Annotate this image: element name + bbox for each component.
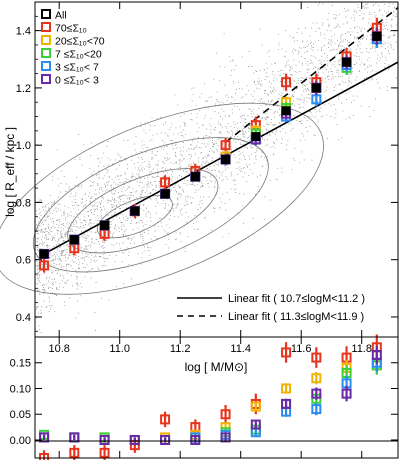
x-tick-label: 10.8: [48, 343, 69, 355]
data-point-all: [39, 249, 49, 259]
data-point: [281, 77, 292, 88]
x-tick-label: 11.6: [291, 343, 312, 355]
x-tick-label: 11.2: [170, 343, 191, 355]
data-point-all: [342, 57, 352, 67]
data-point-all: [281, 106, 291, 116]
y-tick-label: 0.4: [16, 312, 31, 324]
data-point: [371, 350, 382, 361]
legend-label: All: [55, 10, 67, 22]
legend-label: 70≤Σ₁₀: [55, 23, 87, 35]
legend-swatch: [41, 48, 51, 58]
legend-label: 0 ≤Σ₁₀< 3: [55, 75, 99, 87]
data-point-all: [69, 235, 79, 245]
data-point: [39, 260, 50, 271]
data-point: [160, 414, 171, 425]
legend-swatch: [41, 61, 51, 71]
y-axis-label: log [ R_eff / kpc ]: [3, 127, 17, 217]
data-point: [281, 383, 292, 394]
legend-label: 7 ≤Σ₁₀<20: [55, 49, 102, 61]
data-point: [99, 434, 110, 445]
bottom-panel: 10.8 11.0 11.2 11.4 11.6 11.8 0.00 0.05 0.10 0.15…: [10, 334, 399, 460]
fit-legend-label: Linear fit ( 11.3≤logM<11.9 ): [228, 311, 364, 323]
data-point: [311, 352, 322, 363]
top-axis-ticks: 0.4 0.6 0.8 1.0 1.2 1.4: [16, 2, 398, 337]
top-panel: 0.4 0.6 0.8 1.0 1.2 1.4 log [ R_eff / kpc ] A…: [0, 1, 399, 338]
y-tick-label: 0.00: [10, 435, 31, 447]
data-point: [281, 398, 292, 409]
y-tick-label: 0.05: [10, 409, 31, 421]
binned-points: [39, 17, 382, 273]
data-point-all: [311, 83, 321, 93]
data-point: [69, 447, 80, 458]
fit-line-dashed: [225, 7, 399, 143]
data-point: [311, 388, 322, 399]
legend-swatch: [41, 9, 51, 19]
residual-points: [39, 334, 382, 460]
contour-4: [0, 102, 324, 295]
legend-label: 20≤Σ₁₀<70: [55, 36, 105, 48]
data-point-all: [130, 206, 140, 216]
fit-legend-label: Linear fit ( 10.7≤logM<11.2 ): [228, 293, 365, 305]
y-tick-label: 1.0: [16, 140, 31, 152]
fit-legend: Linear fit ( 10.7≤logM<11.2 ) Linear fit …: [177, 293, 365, 323]
data-point-all: [251, 132, 261, 142]
legend-swatch: [41, 74, 51, 84]
data-point: [220, 140, 231, 151]
contour-1: [96, 195, 173, 239]
data-point: [129, 434, 140, 445]
data-point: [311, 94, 322, 105]
data-point: [160, 177, 171, 188]
y-tick-label: 0.6: [16, 255, 31, 267]
data-point-all: [372, 31, 382, 41]
data-point: [250, 401, 261, 412]
x-tick-label: 11.4: [230, 343, 251, 355]
x-axis-label: log [ M/M⊙]: [185, 360, 248, 374]
legend-label: 3 ≤Σ₁₀< 7: [55, 62, 99, 74]
data-point: [99, 447, 110, 458]
bottom-panel-frame: [34, 336, 399, 459]
data-point: [220, 409, 231, 420]
data-point: [250, 419, 261, 430]
data-point: [281, 347, 292, 358]
y-tick-label: 0.10: [10, 383, 31, 395]
data-point-all: [190, 172, 200, 182]
legend-swatch: [41, 35, 51, 45]
bottom-axis-ticks: 10.8 11.0 11.2 11.4 11.6 11.8 0.00 0.05 0.10 0.15: [10, 337, 398, 458]
data-point-all: [221, 154, 231, 164]
y-tick-label: 1.2: [16, 83, 31, 95]
data-point: [341, 388, 352, 399]
data-point-all: [160, 189, 170, 199]
data-point: [311, 404, 322, 415]
legend-swatch: [41, 22, 51, 32]
data-point: [160, 434, 171, 445]
x-tick-label: 11.8: [351, 343, 372, 355]
y-tick-label: 0.8: [16, 197, 31, 209]
y-tick-label: 1.4: [16, 26, 31, 38]
x-tick-label: 11.0: [109, 343, 130, 355]
data-point: [190, 434, 201, 445]
data-point-all: [100, 220, 110, 230]
y-tick-label: 0.15: [10, 358, 31, 370]
data-point: [311, 373, 322, 384]
